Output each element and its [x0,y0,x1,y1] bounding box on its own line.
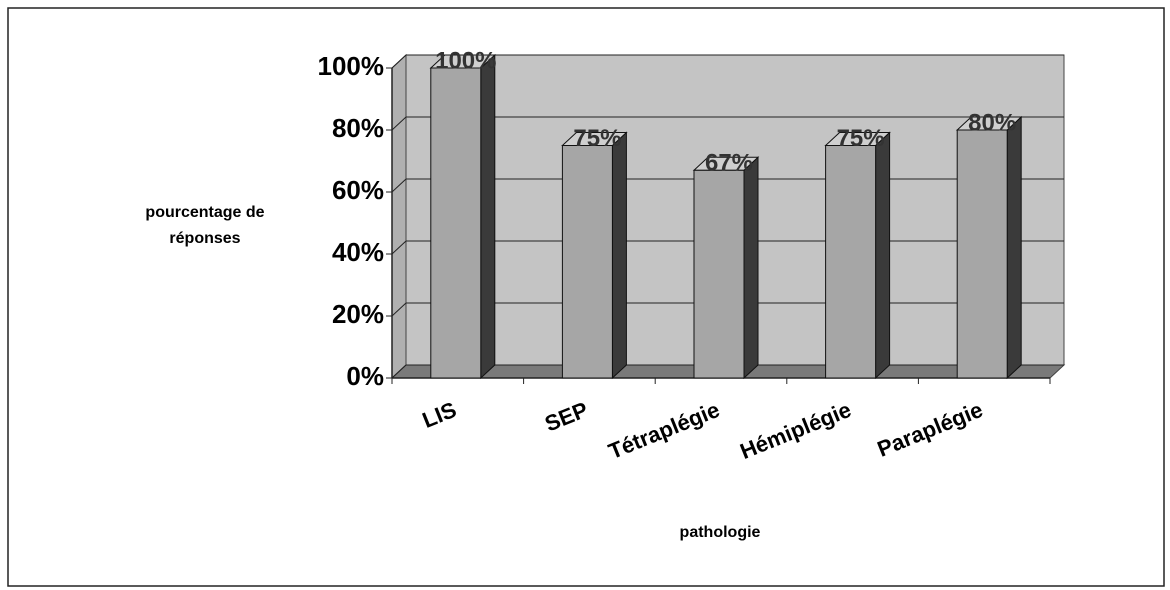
side-wall [391,53,407,380]
y-tick-label: 20% [332,299,384,329]
bar [693,169,745,379]
grid-line [391,178,407,193]
bar-side [1006,115,1022,380]
bar-side [875,131,891,380]
grid-line [391,364,407,379]
y-tick-label: 80% [332,113,384,143]
y-tick-label: 0% [346,361,384,391]
y-tick-label: 100% [318,51,385,81]
grid-line [391,302,407,317]
bar-side [611,131,627,380]
value-label: 67% [705,150,753,177]
grid-line [391,54,407,69]
y-tick-label: 60% [332,175,384,205]
bar-side [743,156,759,380]
y-tick-label: 40% [332,237,384,267]
y-axis-label: pourcentage de réponses [145,204,265,247]
value-label: 80% [968,109,1016,136]
bar [825,145,877,379]
grid-line [391,116,407,131]
bar [430,67,482,379]
bar [561,145,613,379]
bar [956,129,1008,379]
value-label: 75% [837,125,885,152]
x-axis-label: pathologie [680,524,761,541]
value-label: 100% [435,47,496,74]
value-label: 75% [573,125,621,152]
grid-line [391,240,407,255]
bar-side [480,53,496,380]
